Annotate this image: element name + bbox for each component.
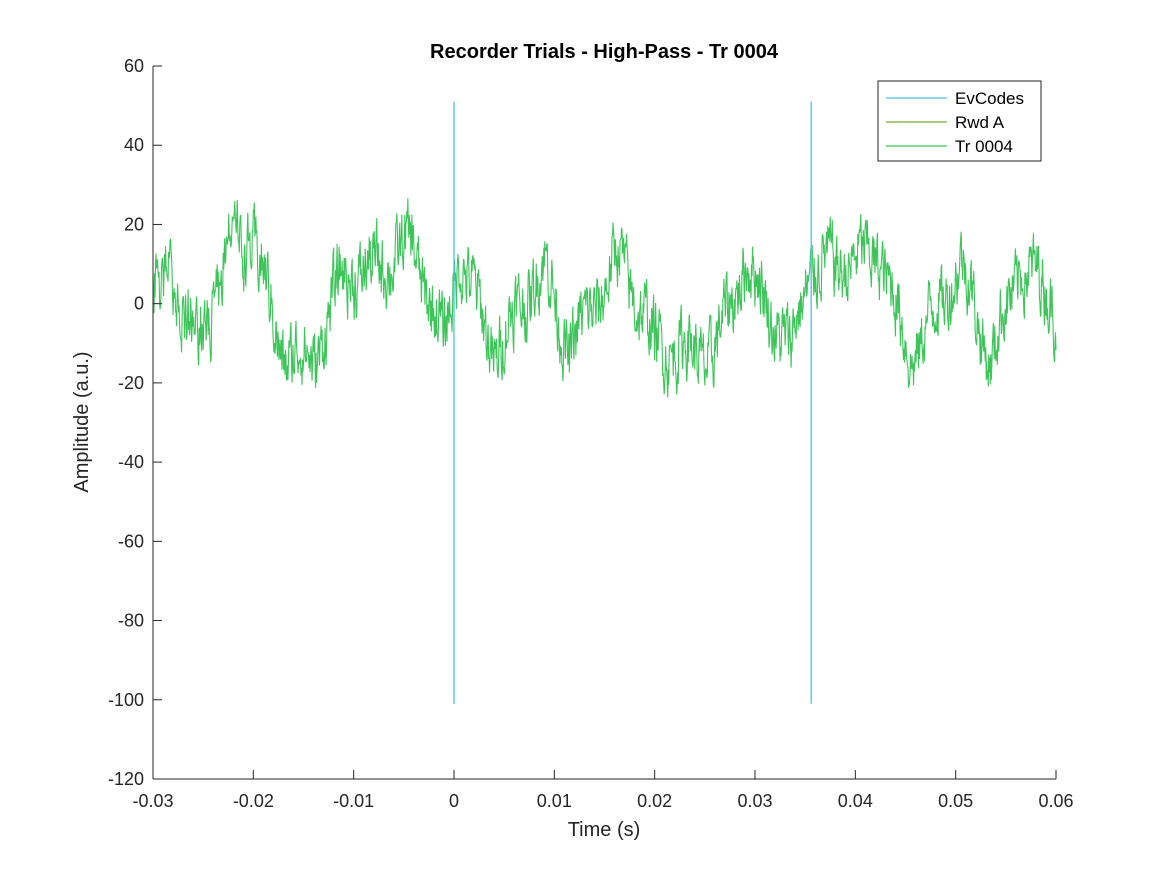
- y-tick-label: 60: [124, 56, 144, 76]
- y-tick-label: -40: [118, 452, 144, 472]
- x-tick-labels: -0.03 -0.02 -0.01 0 0.01 0.02 0.03 0.04 0.05 0.06: [132, 791, 1073, 811]
- x-tick-label: 0.05: [938, 791, 973, 811]
- x-tick-label: 0.01: [537, 791, 572, 811]
- legend-items: EvCodes Rwd A Tr 0004: [886, 89, 1024, 156]
- x-tick-label: 0.04: [838, 791, 873, 811]
- legend: EvCodes Rwd A Tr 0004: [877, 80, 1042, 162]
- x-tick-label: 0: [449, 791, 459, 811]
- axes-layer: [152, 65, 1057, 780]
- y-tick-label: -20: [118, 373, 144, 393]
- legend-label-evcodes: EvCodes: [955, 89, 1024, 108]
- x-tick-label: -0.02: [233, 791, 274, 811]
- x-tick-label: -0.03: [132, 791, 173, 811]
- y-tick-label: 0: [134, 294, 144, 314]
- x-axis-title: Time (s): [568, 819, 641, 841]
- series-layer: [152, 101, 1057, 704]
- x-tick-label: 0.02: [637, 791, 672, 811]
- chart-title: Recorder Trials - High-Pass - Tr 0004: [430, 41, 779, 63]
- y-tick-label: 20: [124, 214, 144, 234]
- y-axis-title: Amplitude (a.u.): [71, 351, 93, 492]
- legend-label-tr-0004: Tr 0004: [955, 137, 1013, 156]
- legend-label-rwd-a: Rwd A: [955, 113, 1005, 132]
- y-tick-label: -120: [108, 769, 144, 789]
- x-tick-label: 0.03: [737, 791, 772, 811]
- y-tick-label: 40: [124, 135, 144, 155]
- legend-box: [877, 80, 1042, 162]
- plot-area: [152, 65, 1057, 780]
- y-tick-labels: 60 40 20 0 -20 -40 -60 -80 -100 -120: [108, 56, 144, 789]
- x-tick-label: -0.01: [333, 791, 374, 811]
- series-line-tr-0004: [152, 198, 1057, 398]
- y-tick-label: -100: [108, 690, 144, 710]
- plot-background: [153, 66, 1056, 779]
- y-tick-label: -60: [118, 531, 144, 551]
- y-tick-label: -80: [118, 611, 144, 631]
- x-tick-label: 0.06: [1038, 791, 1073, 811]
